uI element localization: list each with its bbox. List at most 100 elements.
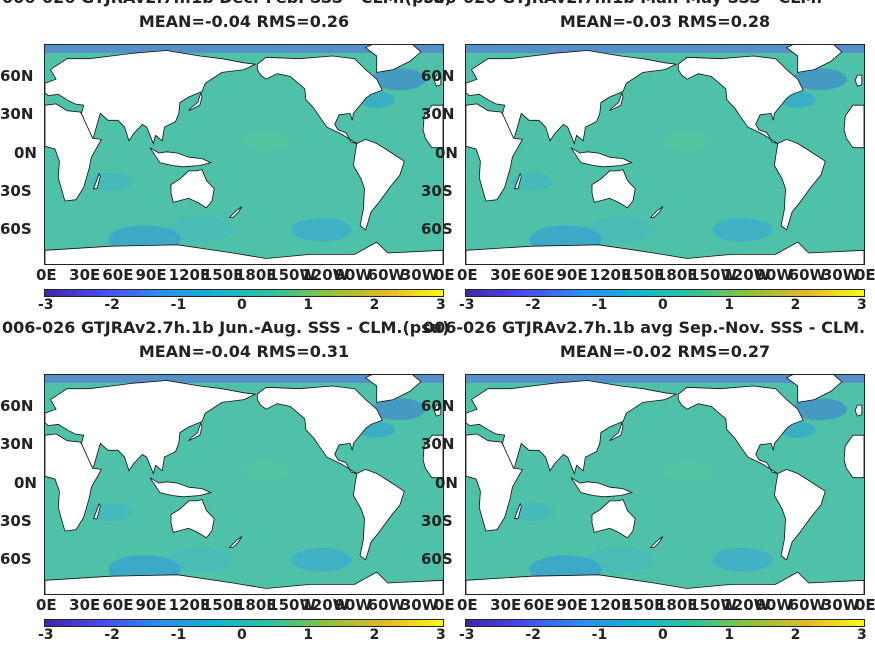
lat-tick: 30N [0, 105, 34, 123]
colorbar-tick: 0 [237, 627, 247, 643]
antarctica-land [45, 241, 443, 264]
panel-title: 006-026 GTJRAv2.7h.1b Jun.-Aug. SSS - CL… [2, 318, 450, 337]
africa-west-land [422, 434, 443, 479]
lon-tick: 150E [622, 266, 665, 284]
madagascar-land [93, 172, 101, 190]
colorbar-tick: 0 [237, 297, 247, 313]
lon-tick: 90W [755, 596, 793, 614]
colorbar-tick: 0 [658, 627, 668, 643]
lon-tick: 90E [135, 266, 167, 284]
anomaly-patch [291, 217, 352, 242]
lon-tick: 30W [821, 266, 860, 284]
indonesia-land [149, 147, 212, 168]
australia-land [591, 499, 636, 539]
lat-tick: 30S [421, 182, 453, 200]
antarctica-land [466, 241, 864, 264]
colorbar-tick: -3 [38, 297, 54, 313]
lon-tick: 0E [457, 266, 478, 284]
nz-land [228, 206, 243, 218]
colorbar-tick: 2 [369, 627, 380, 643]
map-panel-3: 006-026 GTJRAv2.7h.1b Jun.-Aug. SSS - CL… [0, 318, 464, 650]
lat-tick: 30S [421, 512, 453, 530]
nz-land [649, 536, 664, 548]
madagascar-land [514, 502, 522, 520]
anomaly-patch [166, 216, 233, 243]
lon-tick: 150W [268, 596, 317, 614]
japan-land [609, 91, 624, 112]
greenland-land [785, 45, 843, 73]
lon-tick: 90W [334, 596, 372, 614]
lon-tick: 150E [201, 596, 244, 614]
panel-title: 006-026 GTJRAv2.7h.1b avg Sep.-Nov. SSS … [423, 318, 866, 337]
north-america-land [677, 385, 804, 474]
colorbar [44, 619, 444, 627]
colorbar-tick: -3 [459, 627, 475, 643]
lat-tick: 60N [421, 67, 455, 85]
anomaly-patch [371, 68, 426, 91]
antarctica-land [45, 571, 443, 594]
lon-tick: 60E [102, 596, 134, 614]
anomaly-patch [90, 502, 133, 521]
africa-west-land [843, 434, 864, 479]
panel-title: 006-026 GTJRAv2.7h.1b Dec.-Feb. SSS - CL… [2, 0, 522, 7]
lon-tick: 150E [622, 596, 665, 614]
panel-stats: MEAN=-0.04 RMS=0.26 [138, 12, 350, 31]
lon-tick: 0E [855, 596, 875, 614]
africa-land [466, 103, 524, 202]
africa-west-land [843, 104, 864, 149]
lon-tick: 0E [855, 266, 875, 284]
lon-tick: 120W [301, 266, 350, 284]
uk-land [433, 74, 442, 87]
australia-land [170, 169, 215, 209]
map-panel-4: 006-026 GTJRAv2.7h.1b avg Sep.-Nov. SSS … [421, 318, 875, 650]
lon-tick: 60W [788, 266, 827, 284]
colorbar-tick: 2 [790, 297, 801, 313]
colorbar [465, 289, 865, 297]
lat-tick: 30S [0, 182, 32, 200]
lon-tick: 30E [490, 596, 522, 614]
anomaly-patch [587, 546, 654, 573]
arctic-band [45, 375, 443, 383]
colorbar [44, 289, 444, 297]
lon-tick: 180E [656, 596, 698, 614]
lon-tick: 120W [722, 266, 771, 284]
anomaly-patch [291, 547, 352, 572]
lon-tick: 90E [556, 266, 588, 284]
uk-land [854, 74, 863, 87]
panel-stats: MEAN=-0.03 RMS=0.28 [559, 12, 771, 31]
lon-tick: 60W [367, 266, 406, 284]
indonesia-land [149, 477, 212, 498]
anomaly-patch [90, 172, 133, 191]
longitude-axis: 0E 30E 60E 90E 120E 150E 180E 150W 120W 90W 60W 30W… [457, 266, 875, 286]
anomaly-patch [712, 547, 773, 572]
lat-tick: 0N [435, 144, 458, 162]
lon-tick: 120E [589, 266, 632, 284]
lat-tick: 60N [421, 397, 455, 415]
lon-tick: 150E [201, 266, 244, 284]
anomaly-patch [166, 546, 233, 573]
lon-tick: 60W [367, 596, 406, 614]
lon-tick: 60E [523, 596, 555, 614]
colorbar-tick: -1 [170, 627, 187, 643]
uk-land [433, 404, 442, 417]
lat-tick: 0N [435, 474, 458, 492]
colorbar-tick: 3 [436, 627, 446, 643]
lon-tick: 90W [755, 266, 793, 284]
arctic-band [466, 45, 864, 53]
map-panel-2: 006-026 GTJRAv2.7h.1b Mar.-May SSS - CLM… [421, 0, 875, 320]
lat-tick: 30N [0, 435, 34, 453]
colorbar-tick: -2 [104, 297, 120, 313]
lat-tick: 60S [421, 550, 453, 568]
japan-land [188, 421, 203, 442]
lat-tick: 60N [0, 397, 34, 415]
lon-tick: 120W [301, 596, 350, 614]
map-svg [45, 375, 443, 594]
lon-tick: 120E [168, 596, 211, 614]
lon-tick: 90E [135, 596, 167, 614]
lon-tick: 150W [268, 266, 317, 284]
lon-tick: 150W [689, 266, 738, 284]
lon-tick: 30W [400, 596, 439, 614]
panel-title: 006-026 GTJRAv2.7h.1b Mar.-May SSS - CLM… [423, 0, 875, 7]
lat-tick: 0N [14, 144, 37, 162]
lat-tick: 30N [421, 435, 455, 453]
